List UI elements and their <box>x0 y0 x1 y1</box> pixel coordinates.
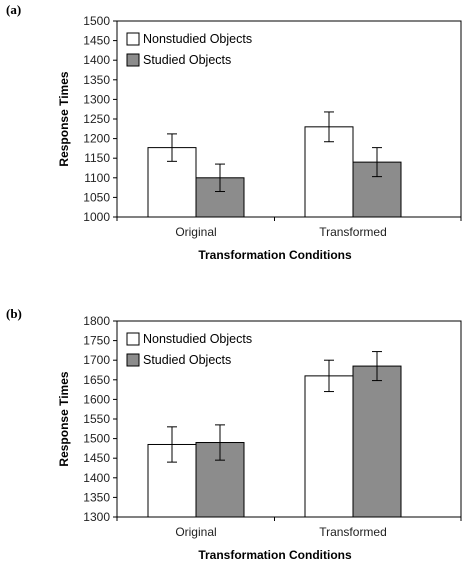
chart-b: 1300 1350 1400 1450 1500 1550 1600 1650 1700 1750… <box>57 314 462 562</box>
x-tick-label: Original <box>175 225 216 239</box>
y-axis-title: Response Times <box>57 371 71 466</box>
x-axis-title: Transformation Conditions <box>198 248 352 262</box>
chart-a: 1000 1050 1100 1150 1200 1250 1300 1350 1400 1450… <box>57 14 462 262</box>
legend-label-studied: Studied Objects <box>143 353 231 367</box>
legend-label-nonstudied: Nonstudied Objects <box>143 32 252 46</box>
y-tick-label: 1300 <box>83 92 110 106</box>
y-tick-label: 1150 <box>84 151 110 165</box>
x-tick-label: Transformed <box>319 225 387 239</box>
legend-swatch-nonstudied <box>126 32 140 46</box>
bar-studied-transformed <box>352 365 402 518</box>
legend-swatch-studied <box>126 53 140 67</box>
y-tick-label: 1200 <box>83 132 110 146</box>
y-tick-label: 1450 <box>83 34 110 48</box>
y-tick-label: 1400 <box>83 53 110 67</box>
bar-nonstudied-original <box>147 147 197 218</box>
x-tick-label: Transformed <box>319 525 387 539</box>
y-tick-label: 1750 <box>83 334 110 348</box>
bar-nonstudied-transformed <box>304 375 354 518</box>
y-tick-label: 1700 <box>83 353 110 367</box>
panel-label-a: (a) <box>6 2 22 17</box>
y-tick-label: 1500 <box>83 14 110 28</box>
y-tick-label: 1350 <box>83 73 110 87</box>
y-tick-label: 1050 <box>83 190 110 204</box>
y-tick-label: 1350 <box>83 490 110 504</box>
y-tick-label: 1650 <box>83 373 110 387</box>
y-tick-label: 1300 <box>83 510 110 524</box>
panel-label-b: (b) <box>6 306 22 321</box>
y-tick-label: 1450 <box>83 451 110 465</box>
y-axis-title: Response Times <box>57 71 71 166</box>
y-tick-label: 1400 <box>83 471 110 485</box>
legend-label-studied: Studied Objects <box>143 53 231 67</box>
y-tick-label: 1600 <box>83 392 110 406</box>
y-tick-label: 1550 <box>83 412 110 426</box>
x-tick-label: Original <box>175 525 216 539</box>
y-tick-label: 1250 <box>83 112 110 126</box>
legend-swatch-studied <box>126 353 140 367</box>
y-tick-label: 1100 <box>84 171 110 185</box>
y-tick-label: 1000 <box>83 210 110 224</box>
legend-swatch-nonstudied <box>126 332 140 346</box>
y-tick-label: 1500 <box>83 432 110 446</box>
x-axis-title: Transformation Conditions <box>198 548 352 562</box>
legend-label-nonstudied: Nonstudied Objects <box>143 332 252 346</box>
y-tick-label: 1800 <box>83 314 110 328</box>
